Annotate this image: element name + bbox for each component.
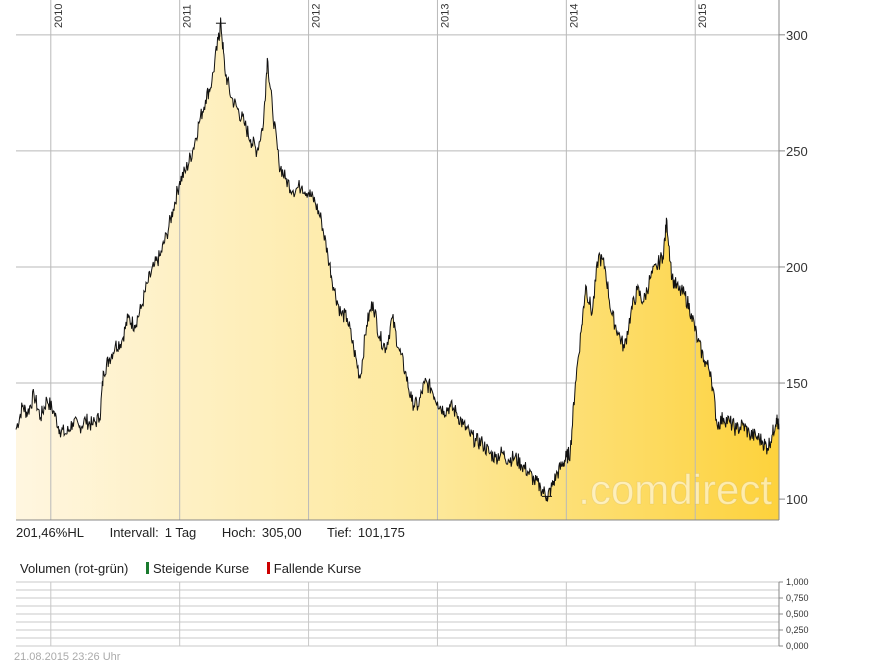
high-low-markers	[215, 22, 553, 497]
rising-color-mark	[146, 562, 150, 574]
price-area	[16, 17, 779, 520]
y-tick-label: 200	[786, 260, 808, 275]
y-tick-label: 250	[786, 144, 808, 159]
price-vertical-grid	[16, 0, 780, 521]
x-axis-ticks: 2010 2011 2012 2013 2014 2015	[53, 4, 709, 28]
volume-tick-label: 0,000	[786, 641, 809, 651]
falling-color-mark	[266, 562, 270, 574]
y-tick-label: 100	[786, 492, 808, 507]
hl-ratio: 201,46%HL	[16, 525, 84, 540]
high-value: 305,00	[261, 525, 302, 540]
comdirect-watermark: .comdirect	[578, 466, 772, 513]
high-label: Hoch:	[221, 525, 256, 540]
y-axis-ticks: 300 250 200 150 100	[779, 28, 808, 507]
falling-label: Fallende Kurse	[273, 561, 362, 576]
timestamp: 21.08.2015 23:26 Uhr	[14, 651, 121, 663]
interval-label: Intervall:	[109, 525, 159, 540]
chart-info-bar: 201,46%HL Intervall: 1 Tag Hoch: 305,00 Ti…	[16, 525, 427, 540]
volume-legend: Volumen (rot-grün) Steigende Kurse Falle…	[20, 561, 361, 576]
price-line	[15, 17, 780, 502]
y-tick-label: 150	[786, 376, 808, 391]
rising-label: Steigende Kurse	[153, 561, 250, 576]
volume-grid	[16, 581, 780, 647]
x-tick-label: 2015	[697, 4, 709, 28]
volume-axis-ticks: 1,000 0,750 0,500 0,250 0,000	[779, 577, 809, 651]
volume-tick-label: 0,250	[786, 625, 809, 635]
x-tick-label: 2013	[439, 4, 451, 28]
low-value: 101,175	[357, 525, 405, 540]
x-tick-label: 2012	[311, 4, 323, 28]
interval-value: 1 Tag	[164, 525, 197, 540]
volume-tick-label: 0,750	[786, 593, 809, 603]
x-tick-label: 2011	[182, 4, 194, 28]
y-tick-label: 300	[786, 28, 808, 43]
volume-title: Volumen (rot-grün)	[20, 561, 129, 576]
volume-tick-label: 1,000	[786, 577, 809, 587]
low-label: Tief:	[327, 525, 352, 540]
x-tick-label: 2010	[53, 4, 65, 28]
volume-tick-label: 0,500	[786, 609, 809, 619]
x-tick-label: 2014	[568, 4, 580, 28]
